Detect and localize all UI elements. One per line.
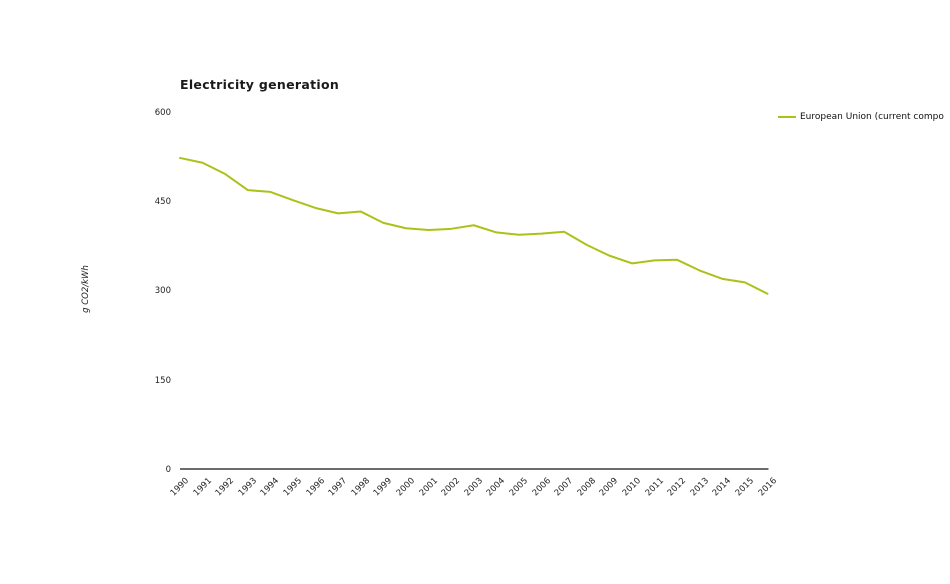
y-tick-label: 0	[165, 465, 171, 475]
chart-title: Electricity generation	[180, 77, 340, 92]
y-tick-label: 300	[154, 286, 171, 297]
legend: European Union (current compo	[778, 109, 944, 124]
y-tick-label: 450	[154, 197, 171, 208]
series-line	[179, 156, 769, 295]
legend-label: European Union (current compo	[800, 111, 944, 122]
legend-line-swatch	[778, 115, 796, 118]
y-tick-label: 600	[154, 107, 171, 118]
y-tick-label: 150	[154, 375, 171, 386]
